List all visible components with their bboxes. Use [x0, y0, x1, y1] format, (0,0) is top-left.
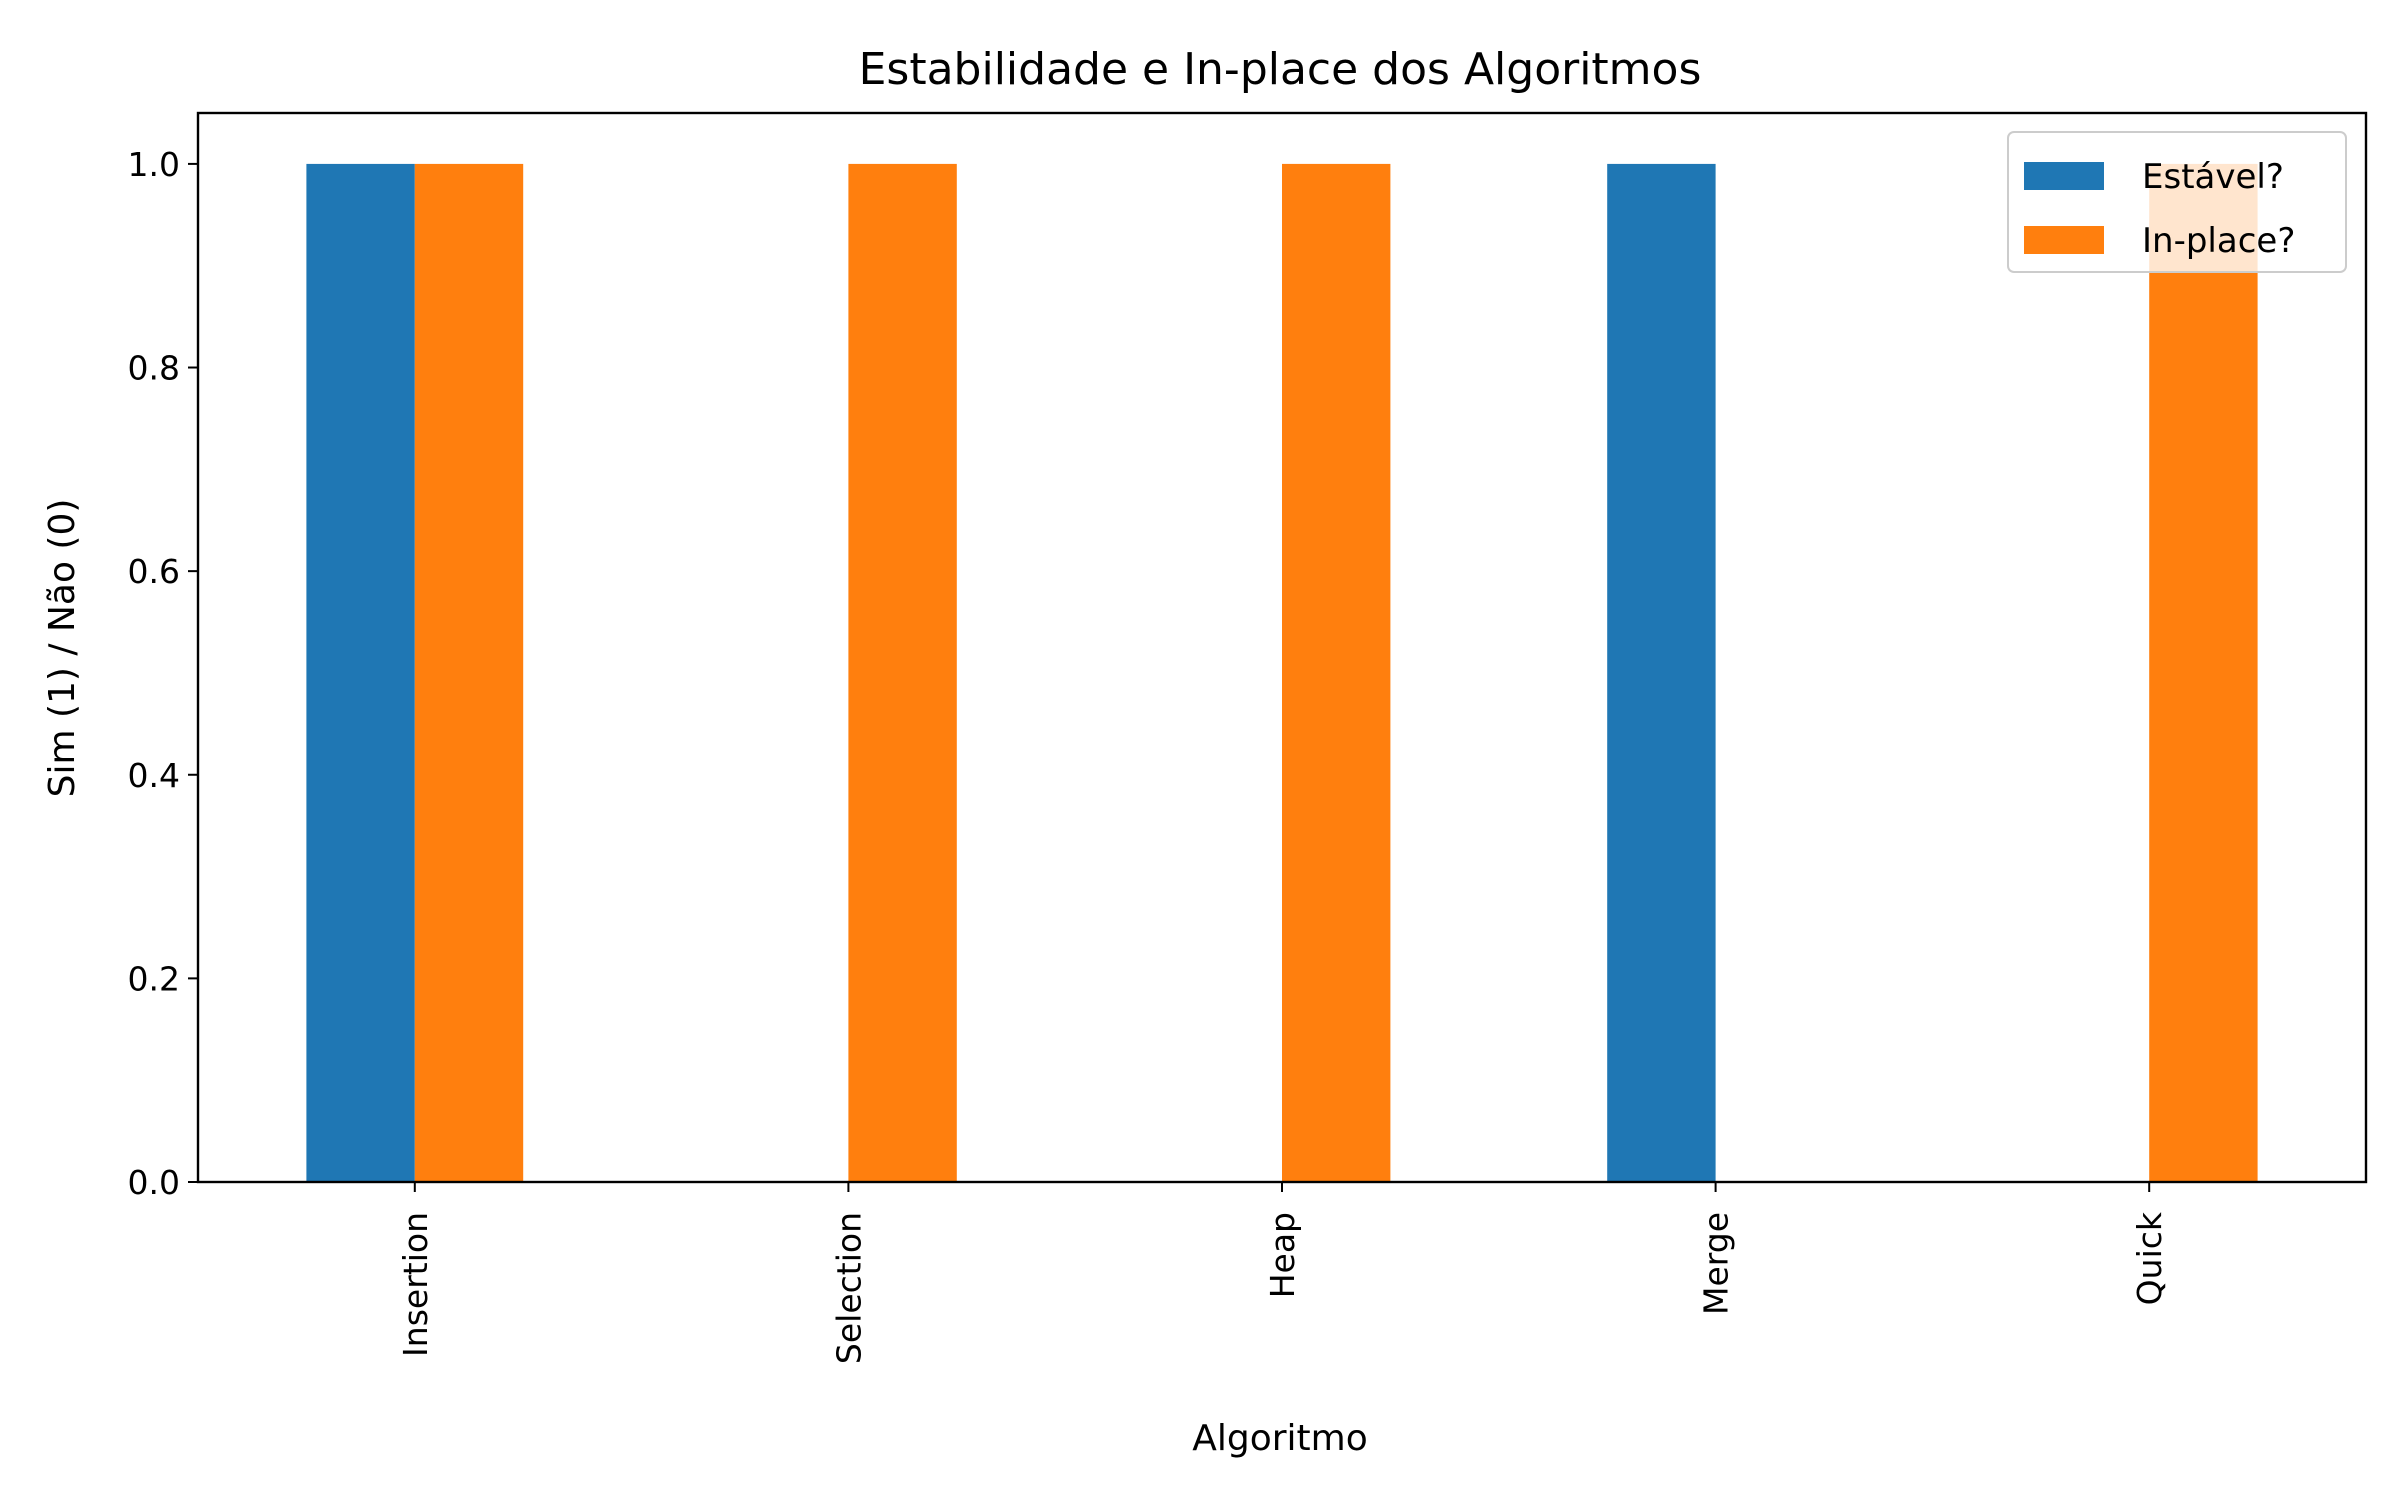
y-tick-label: 0.6 [128, 552, 180, 591]
bar-heap-series-2 [1282, 163, 1391, 1182]
bar-insertion-series-2 [414, 163, 524, 1182]
bar-quick-series-2 [2149, 163, 2258, 1182]
y-tick-label: 0.4 [128, 756, 180, 795]
x-tick-label-quick: Quick [2130, 1211, 2169, 1305]
chart-title: Estabilidade e In-place dos Algoritmos [859, 44, 1702, 95]
y-tick-label: 0.0 [128, 1163, 180, 1202]
bar-merge-series-1 [1607, 163, 1716, 1182]
legend: Estável? In-place? [2007, 131, 2347, 273]
x-axis-label: Algoritmo [1192, 1418, 1368, 1459]
bar-insertion-series-1 [306, 163, 415, 1182]
bars-layer [306, 163, 2258, 1182]
x-tick-label-merge: Merge [1697, 1212, 1736, 1315]
legend-swatch-series-1 [2024, 162, 2104, 190]
legend-label-series-2: In-place? [2142, 221, 2295, 261]
y-axis-label: Sim (1) / Não (0) [42, 499, 83, 798]
x-tick-label-heap: Heap [1263, 1212, 1302, 1298]
x-tick-label-insertion: Insertion [396, 1212, 435, 1357]
y-tick-label: 0.8 [128, 349, 180, 388]
y-tick-label: 1.0 [128, 145, 180, 184]
bar-selection-series-2 [848, 163, 957, 1182]
y-tick-label: 0.2 [128, 959, 180, 998]
x-axis: Insertion Selection Heap Merge Quick [396, 1182, 2169, 1364]
legend-swatch-series-2 [2024, 226, 2104, 254]
y-axis: 0.0 0.2 0.4 0.6 0.8 1.0 [128, 145, 198, 1202]
x-tick-label-selection: Selection [829, 1212, 868, 1364]
legend-label-series-1: Estável? [2142, 157, 2284, 197]
